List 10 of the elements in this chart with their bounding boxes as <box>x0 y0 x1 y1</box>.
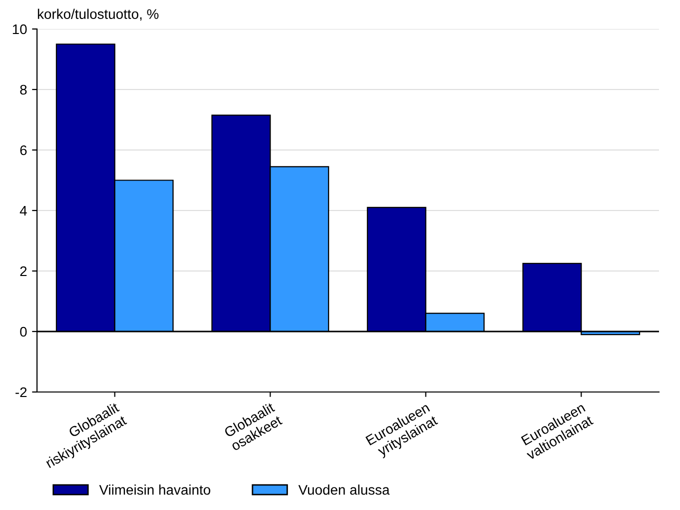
y-axis-title: korko/tulostuotto, % <box>38 8 158 21</box>
y-tick-label: 2 <box>20 266 27 276</box>
legend-label: Viimeisin havainto <box>99 484 210 495</box>
y-tick-label: 6 <box>20 145 27 156</box>
y-tick-label: -2 <box>16 387 27 398</box>
y-tick-label: 4 <box>20 206 27 216</box>
legend-label: Vuoden alussa <box>298 484 390 495</box>
y-tick-label: 10 <box>12 24 27 34</box>
y-tick-label: 0 <box>20 326 27 337</box>
y-tick-label: 8 <box>20 84 27 95</box>
